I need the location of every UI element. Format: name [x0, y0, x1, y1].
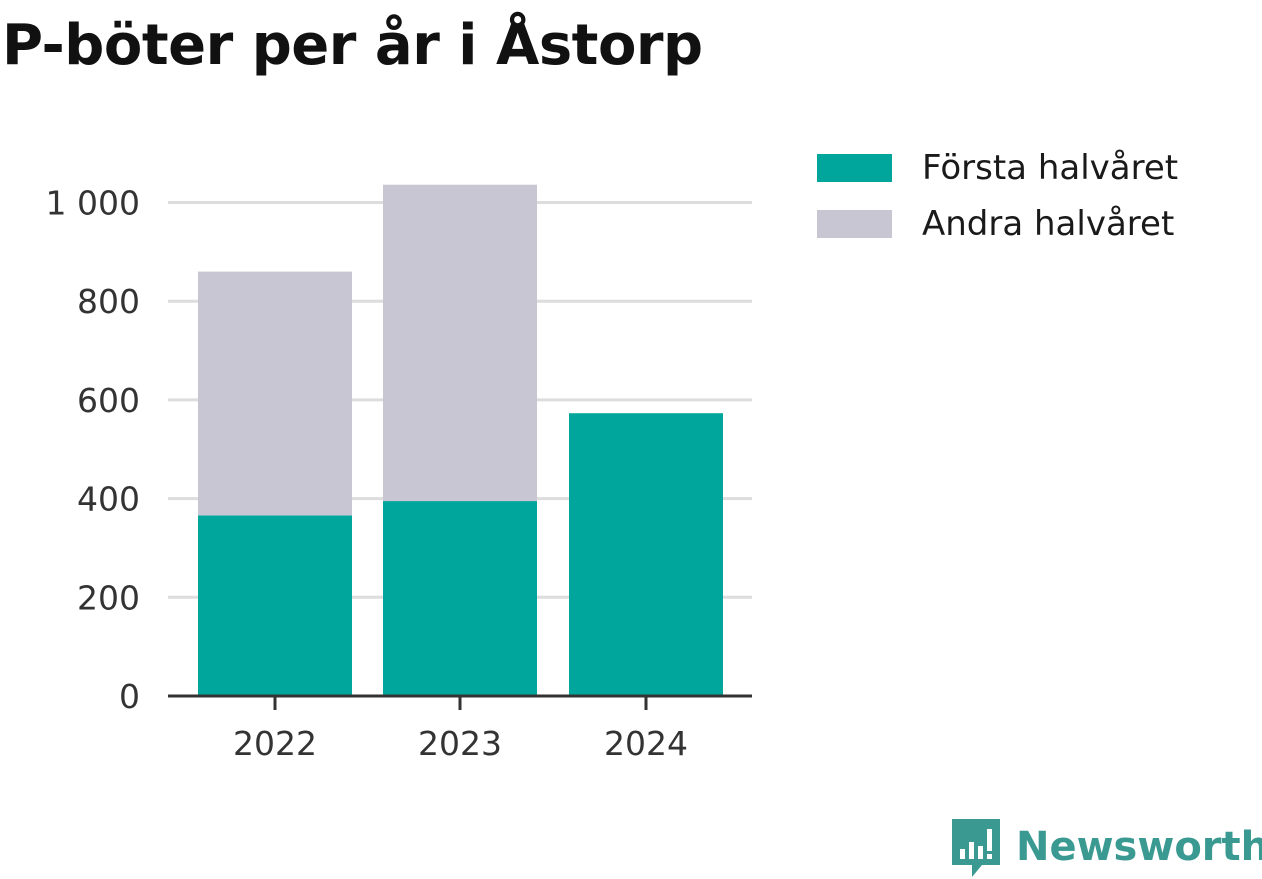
- y-tick-label: 200: [77, 578, 140, 617]
- legend-label-second-half: Andra halvåret: [922, 204, 1175, 244]
- bar-first-half-2023: [383, 501, 537, 696]
- y-tick-label: 1 000: [46, 184, 140, 223]
- legend: Första halvåret Andra halvåret: [817, 140, 1178, 252]
- legend-item-first-half: Första halvåret: [817, 140, 1178, 196]
- y-tick-label: 400: [77, 480, 140, 519]
- bar-second-half-2023: [383, 184, 537, 502]
- legend-swatch-second-half: [817, 210, 892, 238]
- y-tick-label: 800: [77, 282, 140, 321]
- x-tick-label: 2023: [418, 724, 502, 763]
- bars: [198, 184, 723, 696]
- legend-item-second-half: Andra halvåret: [817, 196, 1178, 252]
- newsworthy-logo-icon: [952, 819, 1000, 877]
- legend-label-first-half: Första halvåret: [922, 148, 1179, 188]
- x-tick-label: 2024: [604, 724, 688, 763]
- bar-first-half-2024: [569, 413, 723, 696]
- y-tick-label: 600: [77, 381, 140, 420]
- chart-title: P-böter per år i Åstorp: [2, 13, 703, 78]
- axes: 0 200 400 600 800 1 000 2022 2023 2024: [46, 184, 752, 763]
- y-tick-label: 0: [119, 677, 140, 716]
- legend-swatch-first-half: [817, 154, 892, 182]
- brand-name: Newsworthy: [1016, 824, 1262, 870]
- bar-first-half-2022: [198, 515, 352, 696]
- bar-second-half-2022: [198, 271, 352, 516]
- brand: Newsworthy: [950, 815, 1262, 879]
- x-tick-label: 2022: [233, 724, 317, 763]
